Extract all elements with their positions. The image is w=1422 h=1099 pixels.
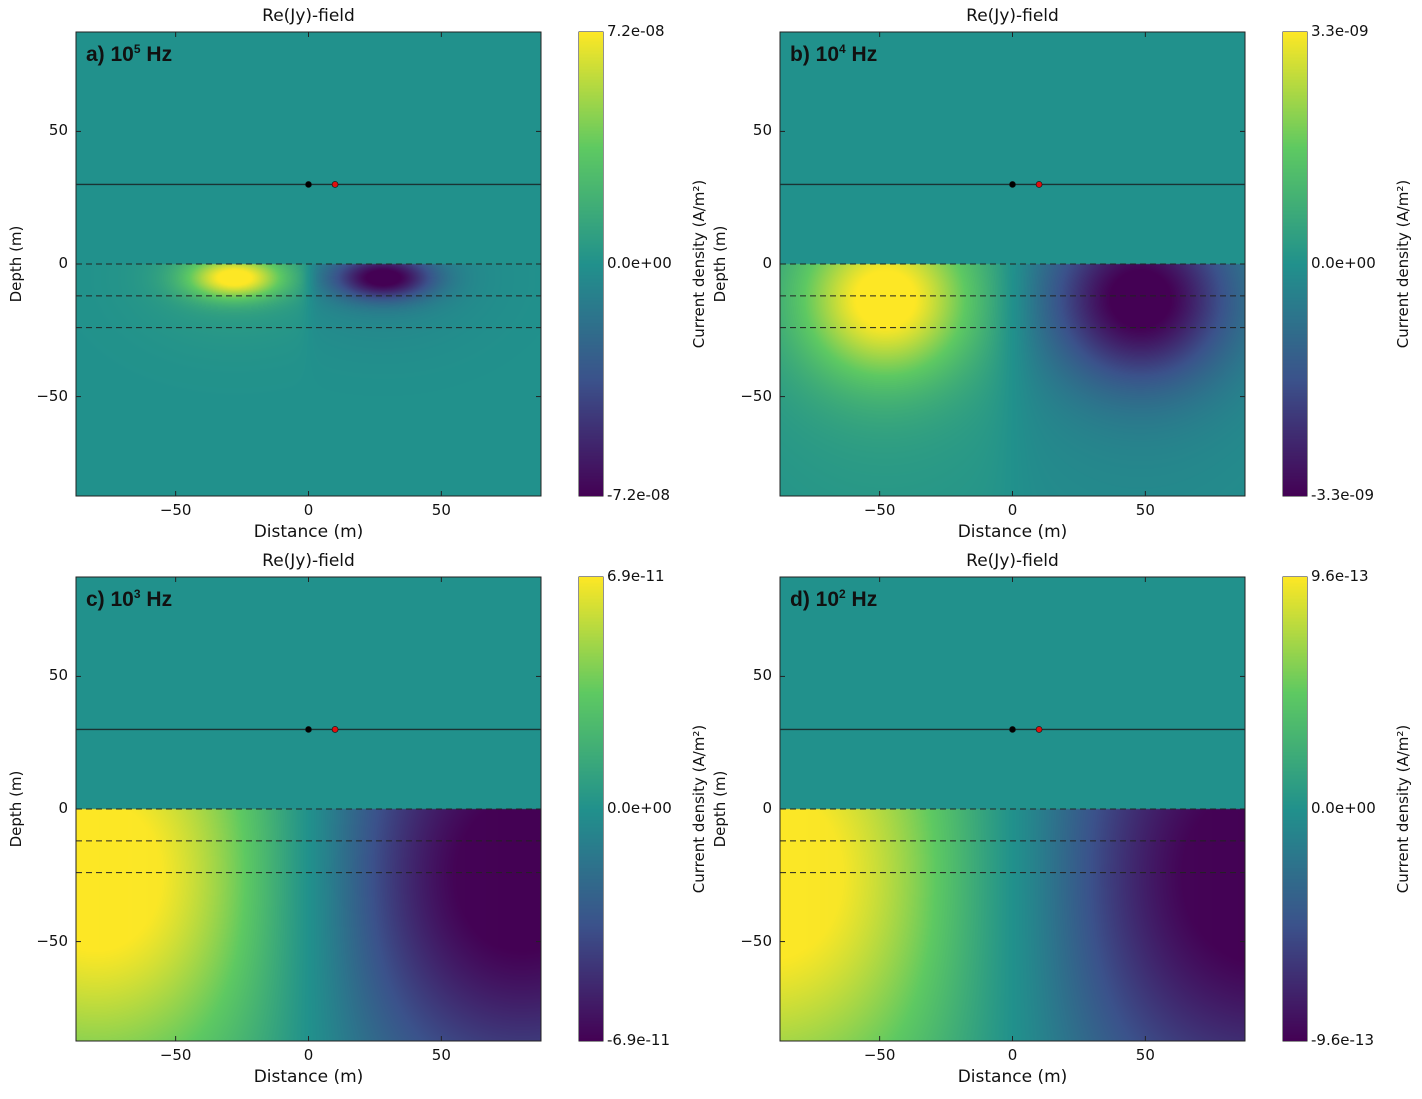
y-tick-label: −50 xyxy=(36,386,68,405)
source-marker xyxy=(1009,181,1016,188)
x-tick-label: 0 xyxy=(1007,1046,1018,1064)
panel-label-text: b) 10 xyxy=(790,43,840,66)
y-tick-label: 50 xyxy=(48,121,68,140)
colorbar-tick-label: -6.9e-11 xyxy=(607,1031,670,1049)
receiver-marker xyxy=(331,726,339,733)
x-tick-label: 0 xyxy=(303,501,314,519)
colorbar xyxy=(1283,32,1307,496)
receiver-marker xyxy=(331,181,339,188)
x-axis-label: Distance (m) xyxy=(957,1067,1068,1087)
source-marker xyxy=(305,726,312,733)
y-tick-label: −50 xyxy=(740,931,772,950)
colorbar-tick-label: 0.0e+00 xyxy=(1311,799,1376,817)
y-tick-label: 50 xyxy=(752,121,772,140)
panel-label: c) 103 Hz xyxy=(86,587,172,612)
source-marker xyxy=(305,181,312,188)
x-tick-label: 50 xyxy=(431,501,451,519)
panel-label: d) 102 Hz xyxy=(790,587,877,612)
x-tick-label: 50 xyxy=(431,1046,451,1064)
chart-title: Re(Jy)-field xyxy=(966,551,1059,571)
panel-label-unit: Hz xyxy=(140,43,173,66)
colorbar-tick-label: 0.0e+00 xyxy=(607,254,672,272)
y-tick-label: 50 xyxy=(48,666,68,685)
x-axis-label: Distance (m) xyxy=(253,522,364,542)
y-tick-label: 0 xyxy=(762,799,772,817)
colorbar-tick-label: 9.6e-13 xyxy=(1311,567,1369,585)
x-axis-label: Distance (m) xyxy=(957,522,1068,542)
y-tick-label: −50 xyxy=(740,386,772,405)
y-tick-label: 0 xyxy=(58,254,68,272)
colorbar-tick-label: 3.3e-09 xyxy=(1311,22,1369,40)
y-tick-label: −50 xyxy=(36,931,68,950)
panel-label-text: a) 10 xyxy=(86,43,134,66)
colorbar xyxy=(1283,577,1307,1041)
panel-label-unit: Hz xyxy=(845,588,878,611)
colorbar-label: Current density (A/m²) xyxy=(1394,724,1412,894)
receiver-marker xyxy=(1035,726,1043,733)
colorbar xyxy=(579,32,603,496)
x-tick-label: −50 xyxy=(863,501,896,519)
colorbar-tick-label: 0.0e+00 xyxy=(1311,254,1376,272)
x-tick-label: −50 xyxy=(159,1046,192,1064)
panel-label: b) 104 Hz xyxy=(790,42,877,67)
colorbar-tick-label: 6.9e-11 xyxy=(607,567,665,585)
x-tick-label: 50 xyxy=(1135,1046,1155,1064)
colorbar xyxy=(579,577,603,1041)
colorbar-tick-label: 7.2e-08 xyxy=(607,22,665,40)
panel-label-text: c) 10 xyxy=(86,588,134,611)
y-tick-label: 50 xyxy=(752,666,772,685)
y-tick-label: 0 xyxy=(762,254,772,272)
chart-title: Re(Jy)-field xyxy=(966,6,1059,26)
panel-label-unit: Hz xyxy=(140,588,173,611)
colorbar-tick-label: -7.2e-08 xyxy=(607,486,670,504)
x-tick-label: 50 xyxy=(1135,501,1155,519)
x-tick-label: 0 xyxy=(303,1046,314,1064)
x-tick-label: −50 xyxy=(863,1046,896,1064)
colorbar-tick-label: -3.3e-09 xyxy=(1311,486,1374,504)
colorbar-tick-label: -9.6e-13 xyxy=(1311,1031,1374,1049)
receiver-marker xyxy=(1035,181,1043,188)
panel-label-exponent: 5 xyxy=(133,42,141,56)
x-tick-label: −50 xyxy=(159,501,192,519)
chart-title: Re(Jy)-field xyxy=(262,551,355,571)
panel-label-exponent: 3 xyxy=(133,587,141,601)
panel-label-text: d) 10 xyxy=(790,588,840,611)
source-marker xyxy=(1009,726,1016,733)
x-axis-label: Distance (m) xyxy=(253,1067,364,1087)
panel-label-exponent: 2 xyxy=(839,587,846,601)
y-tick-label: 0 xyxy=(58,799,68,817)
colorbar-tick-label: 0.0e+00 xyxy=(607,799,672,817)
panel-label-unit: Hz xyxy=(845,43,878,66)
y-axis-label: Depth (m) xyxy=(711,770,729,848)
panel-label-exponent: 4 xyxy=(839,42,846,56)
x-tick-label: 0 xyxy=(1007,501,1018,519)
chart-title: Re(Jy)-field xyxy=(262,6,355,26)
panel-label: a) 105 Hz xyxy=(86,42,172,67)
